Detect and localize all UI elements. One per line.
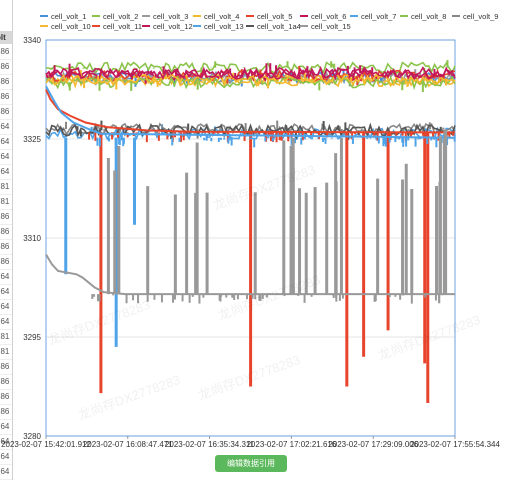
y-tick-label: 3310 [23, 234, 41, 243]
plot-frame [45, 39, 456, 437]
left-data-cell: 386 [0, 59, 12, 75]
legend-label: cell_volt_10 [51, 22, 91, 31]
left-data-cell: 386 [0, 224, 12, 240]
x-tick-label: 2023-02-07 16:08:47.471 [83, 440, 173, 449]
left-data-cell: 386 [0, 89, 12, 105]
legend-label: cell_volt_1 [51, 12, 86, 21]
column-header: olt [0, 31, 12, 44]
left-data-cell: 386 [0, 359, 12, 375]
watermark: 龙尚存DX2778283 [196, 352, 302, 403]
left-data-cell: 386 [0, 209, 12, 225]
series-line [45, 65, 456, 81]
left-data-cell: 964 [0, 164, 12, 180]
watermark: 龙尚存DX2778283 [76, 372, 182, 423]
x-tick-label: 2023-02-07 17:29:09.006 [328, 440, 418, 449]
x-tick-label: 2023-02-07 17:55:54.344 [410, 440, 500, 449]
watermark: 龙尚存DX2778283 [211, 162, 317, 213]
left-data-cell: 386 [0, 389, 12, 405]
left-data-cell: 781 [0, 329, 12, 345]
left-data-cell: 781 [0, 344, 12, 360]
left-data-cell: 964 [0, 449, 12, 465]
left-data-cell: 386 [0, 104, 12, 120]
left-data-cell: 386 [0, 44, 12, 60]
y-tick-label: 3340 [23, 36, 41, 45]
left-data-cell: 964 [0, 434, 12, 450]
series-line [45, 73, 456, 87]
left-data-cell: 781 [0, 194, 12, 210]
series-line [45, 85, 456, 139]
legend-label: cell_volt_13 [204, 22, 244, 31]
x-tick-label: 2023-02-07 16:35:34.311 [165, 440, 255, 449]
legend-label: cell_volt_1a4 [257, 22, 301, 31]
watermark: 龙尚存DX2778283 [46, 297, 152, 348]
left-data-cell: 964 [0, 134, 12, 150]
left-data-cell: 964 [0, 284, 12, 300]
legend-label: cell_volt_4 [204, 12, 239, 21]
y-tick-label: 3325 [23, 135, 41, 144]
legend-label: cell_volt_2 [103, 12, 138, 21]
left-data-cell: 964 [0, 119, 12, 135]
legend-label: cell_volt_15 [311, 22, 351, 31]
legend-label: cell_volt_11 [103, 22, 142, 31]
left-data-cell: 964 [0, 419, 12, 435]
left-data-cell: 964 [0, 269, 12, 285]
legend-label: cell_volt_6 [311, 12, 346, 21]
left-data-cell: 386 [0, 239, 12, 255]
legend-label: cell_volt_9 [463, 12, 498, 21]
x-tick-label: 2023-02-07 17:02:21.616 [246, 440, 336, 449]
left-data-cell: 386 [0, 374, 12, 390]
left-data-cell: 964 [0, 299, 12, 315]
legend-label: cell_volt_3 [153, 12, 188, 21]
legend-label: cell_volt_12 [153, 22, 193, 31]
series-line [45, 89, 456, 134]
y-tick-label: 3295 [23, 333, 41, 342]
edit-data-reference-button[interactable]: 编辑数据引用 [215, 455, 287, 472]
y-tick-label: 3280 [23, 432, 41, 441]
legend-label: cell_volt_5 [257, 12, 292, 21]
left-data-cell: 964 [0, 314, 12, 330]
legend-label: cell_volt_8 [411, 12, 446, 21]
x-tick-label: 2023-02-07 15:42:01.912 [1, 440, 91, 449]
legend-label: cell_volt_7 [361, 12, 396, 21]
left-data-cell: 386 [0, 74, 12, 90]
left-data-cell: 964 [0, 149, 12, 165]
left-data-cell: 781 [0, 179, 12, 195]
left-data-cell: 386 [0, 254, 12, 270]
left-data-cell: 386 [0, 404, 12, 420]
